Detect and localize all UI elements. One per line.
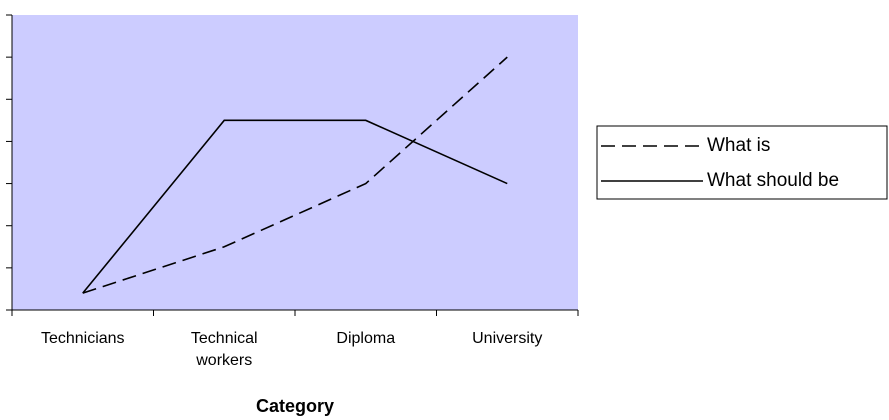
x-tick-label: Diploma: [336, 330, 396, 347]
line: [82, 56, 508, 294]
x-axis-title: Category: [256, 396, 334, 416]
x-tick-label: Technicians: [40, 330, 125, 347]
x-tick-label: University: [472, 330, 543, 347]
plot-area: [12, 15, 578, 310]
line: [82, 119, 508, 294]
legend-box: [596, 125, 888, 200]
legend-label: What is: [707, 135, 770, 156]
x-tick-label: Technical workers: [190, 330, 258, 369]
legend-label: What should be: [707, 170, 839, 191]
